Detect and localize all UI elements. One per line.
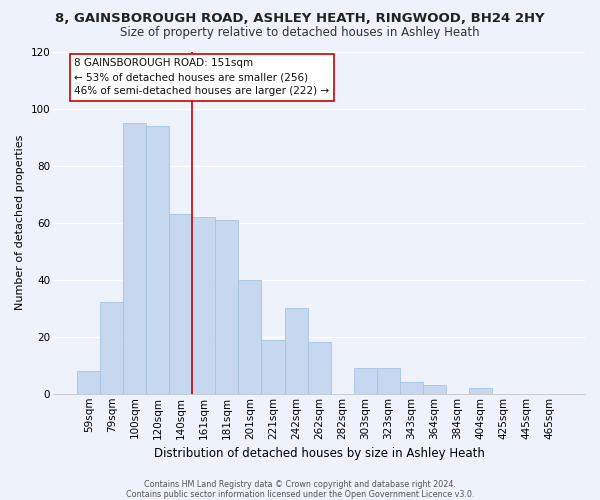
Bar: [146, 126, 169, 394]
Bar: [308, 342, 331, 394]
Bar: [124, 123, 146, 394]
Bar: [353, 368, 377, 394]
Text: Contains HM Land Registry data © Crown copyright and database right 2024.
Contai: Contains HM Land Registry data © Crown c…: [126, 480, 474, 499]
Text: Size of property relative to detached houses in Ashley Heath: Size of property relative to detached ho…: [120, 26, 480, 39]
Bar: [284, 308, 308, 394]
Bar: [400, 382, 422, 394]
Bar: [469, 388, 492, 394]
Bar: [100, 302, 124, 394]
Bar: [169, 214, 193, 394]
Y-axis label: Number of detached properties: Number of detached properties: [15, 135, 25, 310]
Bar: [377, 368, 400, 394]
Bar: [262, 340, 284, 394]
Text: 8 GAINSBOROUGH ROAD: 151sqm
← 53% of detached houses are smaller (256)
46% of se: 8 GAINSBOROUGH ROAD: 151sqm ← 53% of det…: [74, 58, 329, 96]
Text: 8, GAINSBOROUGH ROAD, ASHLEY HEATH, RINGWOOD, BH24 2HY: 8, GAINSBOROUGH ROAD, ASHLEY HEATH, RING…: [55, 12, 545, 26]
Bar: [238, 280, 262, 394]
Bar: [422, 385, 446, 394]
Bar: [193, 217, 215, 394]
Bar: [215, 220, 238, 394]
Bar: [77, 371, 100, 394]
X-axis label: Distribution of detached houses by size in Ashley Heath: Distribution of detached houses by size …: [154, 447, 484, 460]
